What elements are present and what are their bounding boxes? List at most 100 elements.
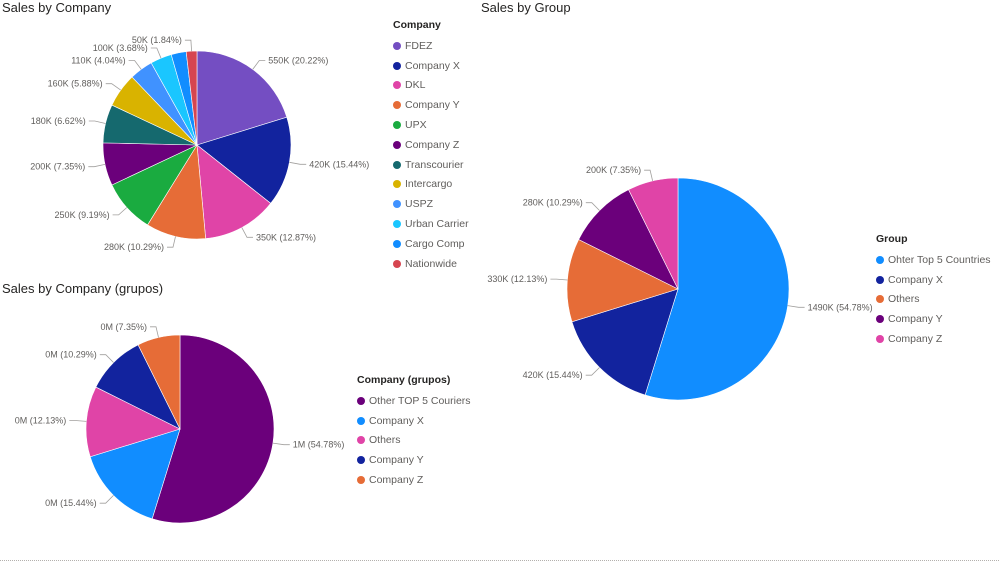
- legend-item[interactable]: UPX: [393, 115, 469, 135]
- leader-line: [128, 60, 142, 70]
- data-label: 420K (15.44%): [523, 370, 583, 380]
- data-label: 100K (3.68%): [93, 43, 148, 53]
- leader-line: [112, 207, 128, 216]
- legend-item[interactable]: Others: [876, 290, 991, 310]
- legend-item[interactable]: Other TOP 5 Couriers: [357, 391, 471, 411]
- legend-item[interactable]: FDEZ: [393, 36, 469, 56]
- data-label: 160K (5.88%): [48, 79, 103, 89]
- visual-sales-by-company: Sales by Company 550K (20.22%) 420K (15.4…: [0, 0, 480, 275]
- pie-chart-company: 550K (20.22%) 420K (15.44%) 350K (12.87%) 2…: [30, 35, 369, 252]
- legend-label: Intercargo: [405, 178, 453, 191]
- legend-label: Company Y: [405, 99, 460, 112]
- legend-item[interactable]: Cargo Comp: [393, 234, 469, 254]
- data-label: 0M (12.13%): [15, 416, 67, 426]
- legend-title: Company (grupos): [357, 374, 451, 386]
- data-label: 330K (12.13%): [487, 274, 547, 284]
- legend-item[interactable]: Company Z: [357, 470, 471, 490]
- leader-line: [787, 305, 805, 308]
- legend-marker-icon: [876, 295, 884, 304]
- legend-label: UPX: [405, 119, 427, 132]
- legend-grupos: Company (grupos) Other TOP 5 Couriers Com…: [357, 374, 471, 490]
- legend-item[interactable]: Transcourier: [393, 155, 469, 175]
- legend-marker-icon: [393, 180, 401, 189]
- leader-line: [644, 169, 653, 181]
- legend-item[interactable]: Company Y: [393, 95, 469, 115]
- legend-marker-icon: [876, 255, 884, 264]
- leader-line: [88, 164, 106, 168]
- leader-line: [252, 60, 266, 70]
- data-label: 350K (12.87%): [256, 232, 316, 242]
- legend-item[interactable]: Nationwide: [393, 254, 469, 274]
- legend-marker-icon: [393, 140, 401, 149]
- legend-marker-icon: [357, 456, 365, 465]
- legend-marker-icon: [393, 61, 401, 70]
- leader-line: [99, 495, 114, 504]
- legend-label: Others: [888, 293, 920, 306]
- chart-title: Sales by Company: [2, 0, 112, 15]
- leader-line: [550, 278, 568, 281]
- legend-item[interactable]: Others: [357, 431, 471, 451]
- legend-item[interactable]: Intercargo: [393, 175, 469, 195]
- legend-marker-icon: [357, 416, 365, 425]
- data-label: 0M (10.29%): [45, 350, 97, 360]
- legend-label: Company Z: [405, 138, 460, 151]
- legend-item[interactable]: Ohter Top 5 Countries: [876, 250, 991, 270]
- legend-label: Other TOP 5 Couriers: [369, 394, 471, 407]
- legend-title: Company: [393, 19, 441, 31]
- legend-label: Company X: [369, 414, 424, 427]
- legend-label: Cargo Comp: [405, 237, 465, 250]
- legend-marker-icon: [393, 239, 401, 248]
- leader-line: [585, 202, 600, 211]
- legend-item[interactable]: Company X: [357, 411, 471, 431]
- legend-marker-icon: [393, 121, 401, 130]
- legend-item[interactable]: Company X: [876, 270, 991, 290]
- data-label: 0M (15.44%): [45, 498, 97, 508]
- legend-title: Group: [876, 233, 908, 245]
- pie-chart-group: 1490K (54.78%) 420K (15.44%) 330K (12.13%)…: [487, 165, 873, 401]
- legend-item[interactable]: Company X: [393, 56, 469, 76]
- pie-slice[interactable]: [196, 50, 288, 146]
- chart-title: Sales by Company (grupos): [2, 281, 164, 296]
- legend-marker-icon: [876, 275, 884, 284]
- visual-sales-by-group: Sales by Group 1490K (54.78%) 420K (15.44…: [480, 0, 999, 555]
- legend-marker-icon: [393, 101, 401, 110]
- legend-label: Company Y: [369, 454, 424, 467]
- legend-marker-icon: [357, 396, 365, 405]
- chart-title: Sales by Group: [481, 0, 571, 15]
- data-label: 50K (1.84%): [132, 35, 182, 45]
- legend-label: Company Z: [888, 333, 943, 346]
- legend-marker-icon: [393, 200, 401, 209]
- legend-marker-icon: [393, 259, 401, 268]
- data-label: 280K (10.29%): [104, 242, 164, 252]
- leader-line: [150, 326, 159, 338]
- legend-marker-icon: [393, 41, 401, 50]
- legend-group: Group Ohter Top 5 Countries Company X Othe…: [876, 233, 991, 349]
- pie-slice[interactable]: [571, 288, 679, 396]
- legend-company: Company FDEZ Company X DKL Company Y UPX Comp…: [393, 19, 469, 274]
- pie-slice[interactable]: [151, 334, 275, 524]
- pie-slice[interactable]: [85, 386, 181, 458]
- legend-item[interactable]: Urban Carrier: [393, 214, 469, 234]
- data-label: 200K (7.35%): [586, 165, 641, 175]
- legend-label: Others: [369, 434, 401, 447]
- legend-item[interactable]: Company Z: [393, 135, 469, 155]
- legend-item[interactable]: Company Z: [876, 329, 991, 349]
- data-label: 200K (7.35%): [30, 162, 85, 172]
- legend-item[interactable]: Company Y: [357, 450, 471, 470]
- legend-label: DKL: [405, 79, 426, 92]
- legend-label: FDEZ: [405, 39, 433, 52]
- leader-line: [241, 227, 253, 238]
- legend-item[interactable]: DKL: [393, 76, 469, 96]
- legend-item[interactable]: USPZ: [393, 194, 469, 214]
- legend-item[interactable]: Company Y: [876, 309, 991, 329]
- legend-label: Company Z: [369, 474, 424, 487]
- leader-line: [585, 367, 600, 376]
- legend-label: Ohter Top 5 Countries: [888, 253, 991, 266]
- pie-slice[interactable]: [578, 189, 679, 290]
- pie-slice[interactable]: [628, 177, 679, 290]
- leader-line: [167, 236, 176, 248]
- pie-slice[interactable]: [196, 116, 292, 204]
- legend-marker-icon: [357, 476, 365, 485]
- data-label: 550K (20.22%): [268, 56, 328, 66]
- data-label: 280K (10.29%): [523, 198, 583, 208]
